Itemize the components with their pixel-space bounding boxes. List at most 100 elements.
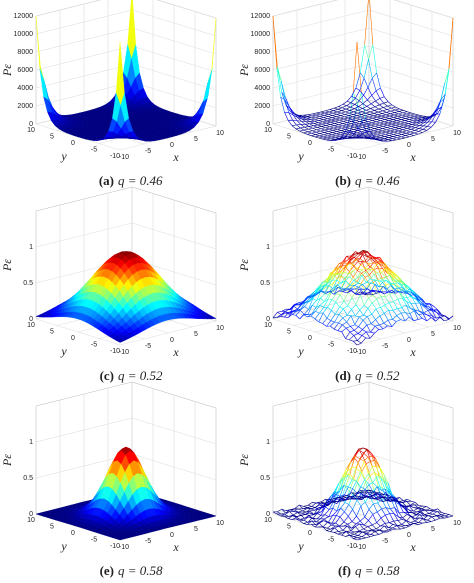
mesh-line — [326, 528, 331, 531]
mesh-line — [377, 133, 382, 136]
mesh-line — [393, 115, 398, 118]
mesh-line — [368, 283, 374, 295]
mesh-line — [388, 121, 393, 124]
mesh-line — [380, 119, 385, 121]
subfigure-caption: q = 0.58 — [355, 563, 400, 578]
mesh-line — [352, 134, 357, 137]
mesh-line — [373, 114, 378, 117]
mesh-line — [349, 108, 355, 111]
mesh-line — [373, 111, 379, 114]
mesh-line — [296, 120, 302, 125]
mesh-line — [331, 273, 336, 275]
mesh-line — [350, 531, 355, 534]
mesh-line — [338, 476, 344, 484]
mesh-line — [360, 134, 365, 137]
mesh-line — [410, 129, 415, 131]
mesh-line — [435, 113, 441, 123]
mesh-line — [407, 128, 412, 130]
z-axis-label: Pε — [0, 454, 14, 467]
mesh-line — [333, 286, 339, 292]
mesh-line — [359, 122, 364, 125]
mesh-line — [363, 460, 369, 475]
grid-line — [131, 9, 217, 37]
mesh-line — [334, 123, 339, 125]
mesh-line — [406, 131, 411, 134]
mesh-line — [372, 135, 377, 138]
mesh-line — [384, 525, 389, 531]
mesh-line — [322, 323, 327, 327]
mesh-line — [357, 112, 362, 115]
mesh-line — [343, 300, 348, 307]
mesh-line — [348, 133, 353, 136]
mesh-line — [404, 121, 409, 124]
mesh-line — [343, 291, 349, 302]
mesh-line — [357, 275, 363, 284]
mesh-line — [333, 126, 338, 129]
mesh-line — [334, 314, 340, 323]
mesh-line — [319, 115, 324, 118]
mesh-line — [364, 256, 369, 263]
mesh-line — [364, 135, 369, 138]
z-tick-label: 0.5 — [260, 280, 270, 287]
mesh-line — [412, 511, 418, 514]
z-tick-label: 4000 — [254, 85, 270, 92]
mesh-line — [379, 529, 384, 532]
mesh-line — [316, 291, 322, 295]
mesh-line — [333, 110, 338, 113]
mesh-line — [422, 299, 427, 306]
mesh-line — [337, 284, 342, 289]
mesh-line — [366, 282, 371, 284]
mesh-line — [373, 267, 379, 270]
y-tick-label: -10 — [110, 153, 120, 160]
mesh-line — [331, 133, 337, 136]
mesh-line — [367, 449, 372, 457]
mesh-line — [342, 122, 348, 124]
mesh-line — [367, 495, 372, 498]
mesh-line — [351, 290, 357, 295]
mesh-line — [368, 132, 374, 135]
mesh-line — [409, 132, 415, 135]
surface-patch — [207, 17, 217, 83]
y-tick-label: -5 — [91, 146, 97, 153]
mesh-line — [349, 331, 354, 336]
mesh-line — [379, 315, 384, 324]
mesh-line — [326, 496, 332, 502]
mesh-line — [363, 457, 369, 462]
mesh-line — [369, 269, 375, 275]
mesh-line — [337, 109, 342, 111]
mesh-line — [383, 105, 388, 108]
mesh-line — [352, 117, 357, 120]
mesh-line — [299, 504, 304, 507]
mesh-line — [324, 298, 329, 302]
mesh-line — [419, 514, 424, 520]
mesh-line — [311, 523, 316, 526]
mesh-line — [428, 309, 434, 311]
mesh-line — [379, 102, 384, 106]
mesh-line — [304, 128, 309, 131]
mesh-line — [328, 515, 333, 517]
grid-line — [35, 222, 133, 248]
mesh-line — [398, 127, 404, 129]
mesh-line — [298, 302, 303, 305]
mesh-line — [390, 128, 395, 131]
mesh-line — [312, 112, 317, 115]
mesh-line — [351, 309, 356, 317]
mesh-line — [326, 121, 331, 124]
mesh-line — [397, 519, 403, 521]
mesh-line — [399, 504, 404, 513]
mesh-line — [431, 315, 436, 322]
mesh-line — [289, 107, 295, 114]
mesh-line — [306, 508, 311, 513]
mesh-line — [352, 481, 357, 489]
mesh-line — [318, 136, 324, 139]
mesh-line — [395, 497, 400, 501]
mesh-line — [429, 508, 435, 511]
mesh-line — [344, 133, 349, 136]
mesh-line — [358, 326, 363, 330]
mesh-line — [333, 322, 339, 330]
mesh-line — [337, 265, 343, 274]
mesh-line — [380, 523, 385, 527]
mesh-line — [384, 138, 389, 140]
mesh-line — [372, 298, 377, 304]
mesh-line — [392, 319, 397, 322]
